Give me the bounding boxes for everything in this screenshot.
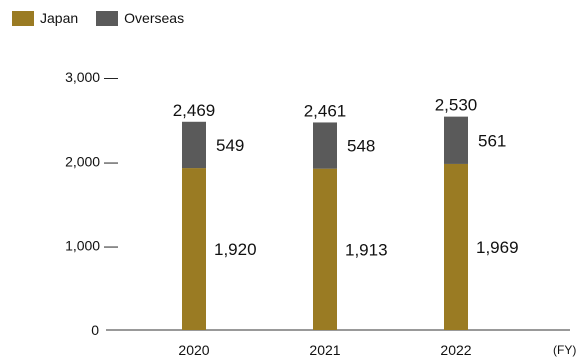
chart-bars xyxy=(182,116,468,330)
legend-item-overseas: Overseas xyxy=(96,10,184,26)
y-tick-label: 2,000 — xyxy=(65,153,118,169)
data-label-overseas: 549 xyxy=(216,136,244,155)
total-label: 2,469 xyxy=(173,101,216,120)
legend-swatch-japan xyxy=(12,10,34,26)
total-label: 2,530 xyxy=(435,96,478,115)
legend-label-overseas: Overseas xyxy=(124,10,185,26)
bar-overseas xyxy=(182,121,206,169)
y-tick-label: 1,000 — xyxy=(65,238,118,254)
chart-axes: 0 1,000 — 2,000 — 3,000 — 2020 2021 2022 (FY) xyxy=(65,69,576,358)
bar-overseas xyxy=(313,122,337,169)
bar-japan xyxy=(444,163,468,330)
data-label-overseas: 548 xyxy=(347,137,375,156)
x-unit-label: (FY) xyxy=(553,343,576,357)
legend-swatch-overseas xyxy=(96,10,119,26)
data-label-japan: 1,913 xyxy=(345,240,388,259)
y-tick-label: 0 xyxy=(91,322,99,338)
x-tick-label: 2021 xyxy=(309,342,340,358)
bar-overseas xyxy=(444,116,468,164)
bar-japan xyxy=(182,168,206,330)
y-tick-label: 3,000 — xyxy=(65,69,118,85)
total-label: 2,461 xyxy=(304,101,347,120)
x-tick-label: 2022 xyxy=(440,342,471,358)
chart-legend: Japan Overseas xyxy=(12,10,202,26)
x-tick-label: 2020 xyxy=(178,342,209,358)
bar-japan xyxy=(313,168,337,330)
data-label-overseas: 561 xyxy=(478,131,506,150)
legend-item-japan: Japan xyxy=(12,10,78,26)
data-label-japan: 1,969 xyxy=(476,238,519,257)
legend-label-japan: Japan xyxy=(40,10,79,26)
data-label-japan: 1,920 xyxy=(214,240,257,259)
